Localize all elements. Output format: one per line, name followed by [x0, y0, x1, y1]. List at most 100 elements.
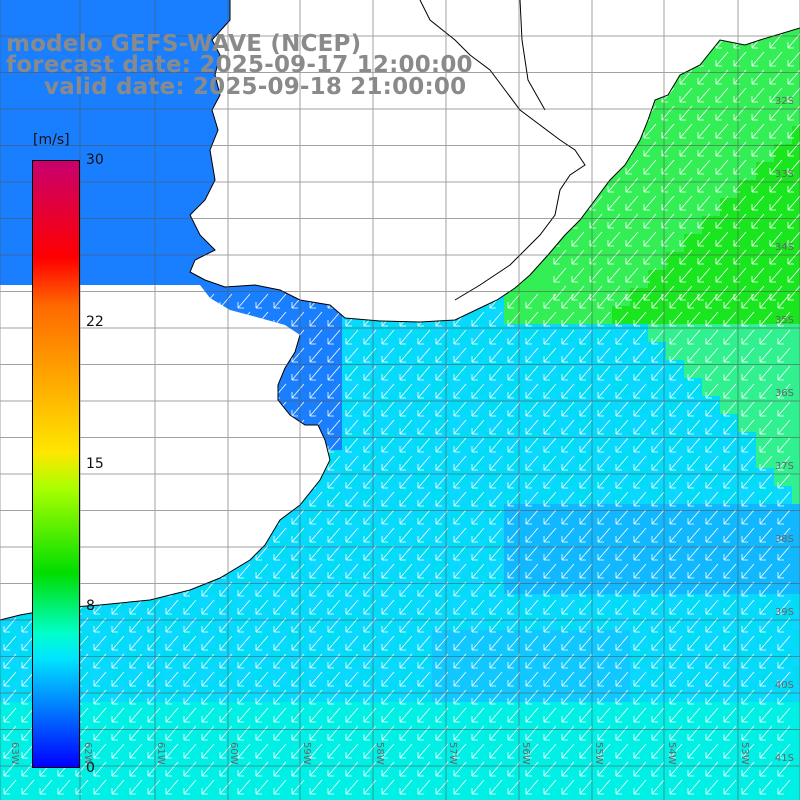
wind-arrow [363, 545, 377, 561]
wind-arrow [273, 761, 287, 777]
wind-arrow [669, 671, 683, 687]
wind-arrow [597, 383, 611, 399]
wind-arrow [525, 491, 539, 507]
wind-arrow [111, 689, 125, 705]
wind-arrow [417, 635, 431, 651]
wind-arrow [129, 635, 143, 651]
wind-arrow [3, 725, 17, 741]
wind-arrow [471, 581, 485, 597]
wind-arrow [489, 599, 503, 615]
wind-arrow [291, 725, 305, 741]
wind-arrow [399, 365, 413, 381]
wind-arrow [723, 545, 737, 561]
wind-arrow [759, 599, 773, 615]
wind-arrow [777, 725, 791, 741]
latitude-label: 32S [774, 96, 794, 107]
wind-arrow [651, 527, 665, 543]
wind-arrow [309, 743, 323, 759]
wind-arrow [381, 761, 395, 777]
wind-arrow [759, 671, 773, 687]
wind-arrow [291, 761, 305, 777]
wind-arrow [705, 563, 719, 579]
wind-arrow [669, 491, 683, 507]
latitude-label: 33S [774, 169, 794, 180]
wind-arrow [633, 401, 647, 417]
wind-arrow [399, 689, 413, 705]
wind-arrow [345, 383, 359, 399]
wind-arrow [507, 707, 521, 723]
colorbar-tick-label: 8 [86, 597, 95, 614]
wind-arrow [625, 195, 639, 211]
wind-arrow [381, 437, 395, 453]
wind-arrow [669, 401, 683, 417]
wind-arrow [453, 509, 467, 525]
wind-arrow [471, 509, 485, 525]
wind-arrow [525, 401, 539, 417]
wind-arrow [417, 725, 431, 741]
wind-arrow [615, 509, 629, 525]
wind-arrow [237, 581, 251, 597]
wind-arrow [615, 365, 629, 381]
wind-arrow [769, 231, 783, 247]
wind-arrow [615, 635, 629, 651]
wind-arrow [111, 671, 125, 687]
wind-arrow [741, 383, 755, 399]
wind-arrow [453, 581, 467, 597]
wind-arrow [615, 689, 629, 705]
wind-arrow [579, 581, 593, 597]
wind-arrow [219, 635, 233, 651]
wind-arrow [723, 401, 737, 417]
wind-arrow [471, 473, 485, 489]
wind-arrow [579, 635, 593, 651]
wind-arrow [561, 779, 575, 795]
wind-arrow [643, 141, 657, 157]
wind-arrow [363, 761, 377, 777]
wind-arrow [507, 689, 521, 705]
wind-arrow [687, 383, 701, 399]
wind-arrow [309, 599, 323, 615]
wind-arrow [777, 473, 791, 489]
wind-arrow [769, 105, 783, 121]
wind-arrow [201, 743, 215, 759]
wind-arrow [93, 779, 107, 795]
wind-arrow [651, 455, 665, 471]
wind-arrow [399, 473, 413, 489]
wind-arrow [687, 779, 701, 795]
wind-arrow [741, 329, 755, 345]
wind-arrow [417, 707, 431, 723]
wind-arrow [291, 545, 305, 561]
wind-arrow [309, 527, 323, 543]
wind-arrow [561, 707, 575, 723]
wind-arrow [625, 267, 639, 283]
wind-arrow [381, 743, 395, 759]
wind-arrow [507, 509, 521, 525]
wind-arrow [579, 725, 593, 741]
wind-arrow [615, 347, 629, 363]
wind-arrow [723, 491, 737, 507]
wind-arrow [633, 491, 647, 507]
wind-arrow [381, 455, 395, 471]
wind-arrow [679, 195, 693, 211]
wind-arrow [715, 231, 729, 247]
wind-arrow [471, 725, 485, 741]
wind-arrow [543, 473, 557, 489]
wind-arrow [579, 347, 593, 363]
wind-arrow [399, 509, 413, 525]
wind-arrow [489, 473, 503, 489]
wind-arrow [759, 707, 773, 723]
wind-arrow [579, 455, 593, 471]
wind-arrow [715, 213, 729, 229]
wind-arrow [255, 743, 269, 759]
latitude-label: 39S [774, 607, 794, 618]
wind-arrow [669, 311, 683, 327]
wind-arrow [597, 311, 611, 327]
wind-arrow [597, 491, 611, 507]
wind-arrow [697, 285, 711, 301]
wind-arrow [201, 599, 215, 615]
wind-arrow [147, 761, 161, 777]
wind-arrow [291, 383, 305, 399]
wind-arrow [579, 779, 593, 795]
wind-arrow [327, 311, 341, 327]
wind-arrow [291, 707, 305, 723]
